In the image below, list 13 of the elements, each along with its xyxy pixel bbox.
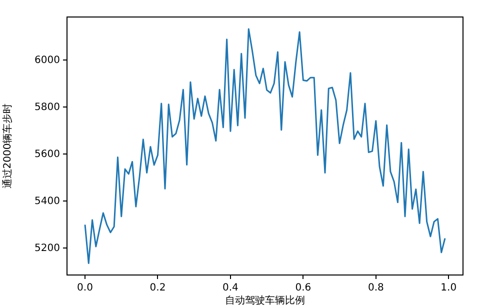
y-tick-label: 5600 [34, 148, 60, 160]
y-tick-label: 6000 [34, 54, 60, 66]
x-tick-label: 0.8 [368, 282, 384, 294]
x-tick-label: 1.0 [440, 282, 457, 294]
x-tick-label: 0.2 [150, 282, 166, 294]
x-tick-label: 0.6 [295, 282, 312, 294]
y-tick-label: 5400 [34, 196, 60, 207]
y-tick-label: 5200 [34, 242, 60, 254]
x-tick-label: 0.0 [77, 282, 93, 294]
x-tick-label: 0.4 [222, 282, 238, 294]
y-tick-label: 5800 [34, 102, 60, 113]
y-axis-title: 通过2000辆车步时 [2, 103, 14, 189]
x-axis-title: 自动驾驶车辆比例 [225, 294, 305, 307]
